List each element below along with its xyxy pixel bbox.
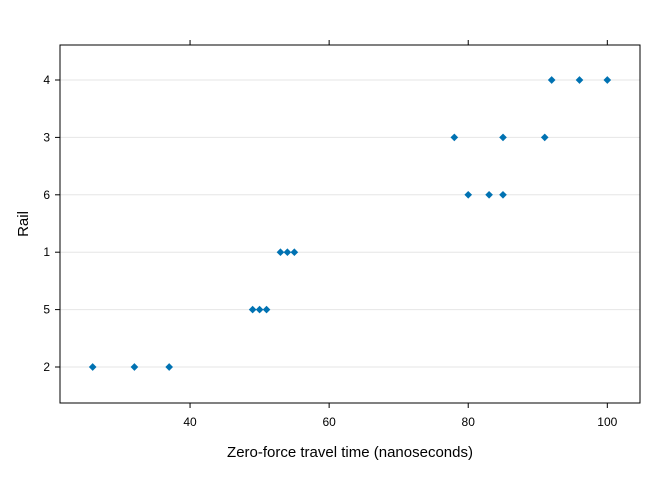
data-point bbox=[547, 76, 556, 84]
data-point bbox=[450, 133, 459, 142]
y-tick-label: 6 bbox=[43, 188, 50, 202]
data-point bbox=[165, 363, 174, 371]
data-point bbox=[485, 190, 493, 199]
plot-frame bbox=[59, 44, 641, 404]
data-point bbox=[499, 190, 507, 199]
gridlines bbox=[60, 79, 640, 368]
data-point bbox=[130, 363, 139, 371]
data-point bbox=[88, 363, 97, 371]
data-point bbox=[248, 305, 257, 314]
data-point bbox=[255, 305, 264, 314]
x-tick-label: 40 bbox=[183, 415, 197, 429]
y-tick-label: 1 bbox=[43, 245, 50, 259]
axis-ticks: 2 5 1 6 3 4 40 60 80 100 bbox=[43, 40, 618, 429]
data-point bbox=[464, 190, 473, 199]
data-point bbox=[603, 76, 612, 84]
x-axis-title: Zero-force travel time (nanoseconds) bbox=[227, 444, 473, 461]
data-points bbox=[88, 76, 612, 371]
y-axis-title: Rail bbox=[15, 211, 32, 237]
y-tick-label: 4 bbox=[43, 73, 50, 87]
data-point bbox=[540, 133, 549, 142]
x-tick-label: 80 bbox=[462, 415, 476, 429]
data-point bbox=[290, 248, 299, 257]
y-tick-label: 2 bbox=[43, 360, 50, 374]
data-point bbox=[262, 305, 271, 314]
x-tick-label: 60 bbox=[322, 415, 336, 429]
y-tick-label: 5 bbox=[43, 303, 50, 317]
x-tick-label: 100 bbox=[597, 415, 617, 429]
data-point bbox=[499, 133, 507, 142]
y-tick-label: 3 bbox=[43, 130, 50, 144]
data-point bbox=[283, 248, 292, 257]
data-point bbox=[276, 248, 285, 257]
data-point bbox=[575, 76, 584, 84]
